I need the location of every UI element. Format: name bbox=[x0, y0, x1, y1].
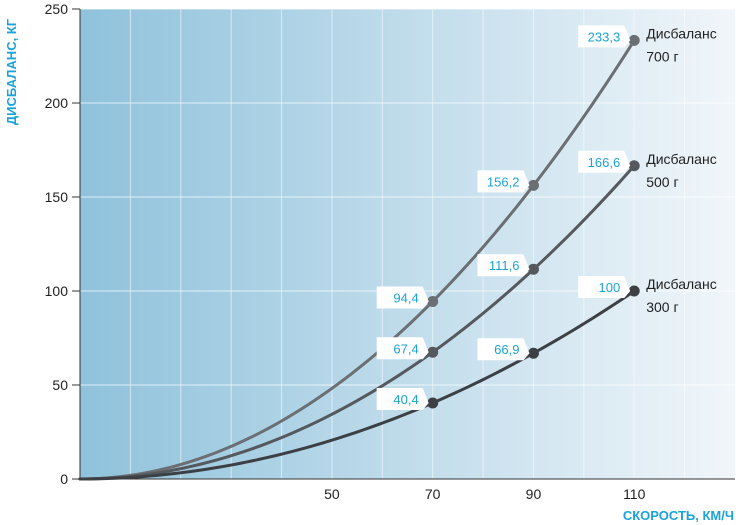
value-tag-shape bbox=[578, 25, 631, 48]
data-point bbox=[628, 160, 640, 172]
value-tag-shape bbox=[477, 338, 530, 361]
x-tick-label: 110 bbox=[623, 486, 646, 502]
value-tag-shape bbox=[477, 254, 530, 277]
series-line bbox=[78, 38, 636, 481]
value-tag-shape bbox=[376, 286, 429, 309]
data-point bbox=[628, 285, 640, 297]
data-point bbox=[527, 347, 539, 359]
y-tick-label: 150 bbox=[45, 189, 69, 205]
series-line bbox=[78, 164, 636, 481]
point-value-label: 66,9 bbox=[477, 338, 530, 361]
data-point bbox=[527, 263, 539, 275]
y-tick-label: 0 bbox=[60, 471, 68, 487]
point-value-label: 111,6 bbox=[477, 254, 530, 277]
point-value-label: 166,6 bbox=[578, 150, 631, 173]
data-point bbox=[427, 346, 439, 358]
data-point bbox=[628, 34, 640, 46]
y-tick-label: 100 bbox=[45, 283, 69, 299]
data-point bbox=[427, 397, 439, 409]
value-label: 40,4 bbox=[393, 392, 418, 407]
point-value-label: 94,4 bbox=[376, 286, 429, 309]
series-layer bbox=[78, 34, 640, 481]
point-value-label: 67,4 bbox=[376, 337, 429, 360]
series-label-weight: 300 г bbox=[646, 299, 678, 315]
value-label: 67,4 bbox=[393, 341, 418, 356]
value-label: 111,6 bbox=[489, 258, 520, 273]
value-tag-shape bbox=[578, 276, 631, 298]
x-axis-title: СКОРОСТЬ, КМ/Ч bbox=[623, 508, 734, 523]
value-tag-shape bbox=[578, 150, 631, 173]
x-tick-label: 90 bbox=[526, 486, 542, 502]
value-label: 94,4 bbox=[393, 291, 418, 306]
y-tick-label: 50 bbox=[52, 377, 68, 393]
value-label: 156,2 bbox=[487, 174, 520, 189]
series-label-weight: 700 г bbox=[646, 48, 678, 64]
x-tick-label: 70 bbox=[425, 486, 441, 502]
y-tick-label: 250 bbox=[45, 1, 69, 17]
value-label: 66,9 bbox=[494, 342, 519, 357]
point-value-label: 233,3 bbox=[578, 25, 631, 48]
y-tick-label: 200 bbox=[45, 95, 69, 111]
labels-layer: 94,4 156,2 233,3 Дисбаланс 700 г 67,4 111,6 166… bbox=[376, 25, 717, 411]
data-point bbox=[427, 296, 439, 308]
value-label: 233,3 bbox=[588, 29, 621, 44]
value-label: 100 bbox=[599, 280, 621, 295]
value-label: 166,6 bbox=[588, 155, 621, 170]
series-label-weight: 500 г bbox=[646, 174, 678, 190]
series-label-name: Дисбаланс bbox=[646, 25, 716, 41]
series-line bbox=[78, 289, 636, 481]
point-value-label: 100 bbox=[578, 276, 631, 298]
series-label-name: Дисбаланс bbox=[646, 276, 716, 292]
value-tag-shape bbox=[376, 388, 429, 411]
data-point bbox=[527, 179, 539, 191]
point-value-label: 40,4 bbox=[376, 388, 429, 411]
y-axis-title: ДИСБАЛАНС, КГ bbox=[4, 18, 19, 125]
x-tick-label: 50 bbox=[324, 486, 340, 502]
value-tag-shape bbox=[477, 170, 530, 193]
value-tag-shape bbox=[376, 337, 429, 360]
series-label-name: Дисбаланс bbox=[646, 151, 716, 167]
point-value-label: 156,2 bbox=[477, 170, 530, 193]
